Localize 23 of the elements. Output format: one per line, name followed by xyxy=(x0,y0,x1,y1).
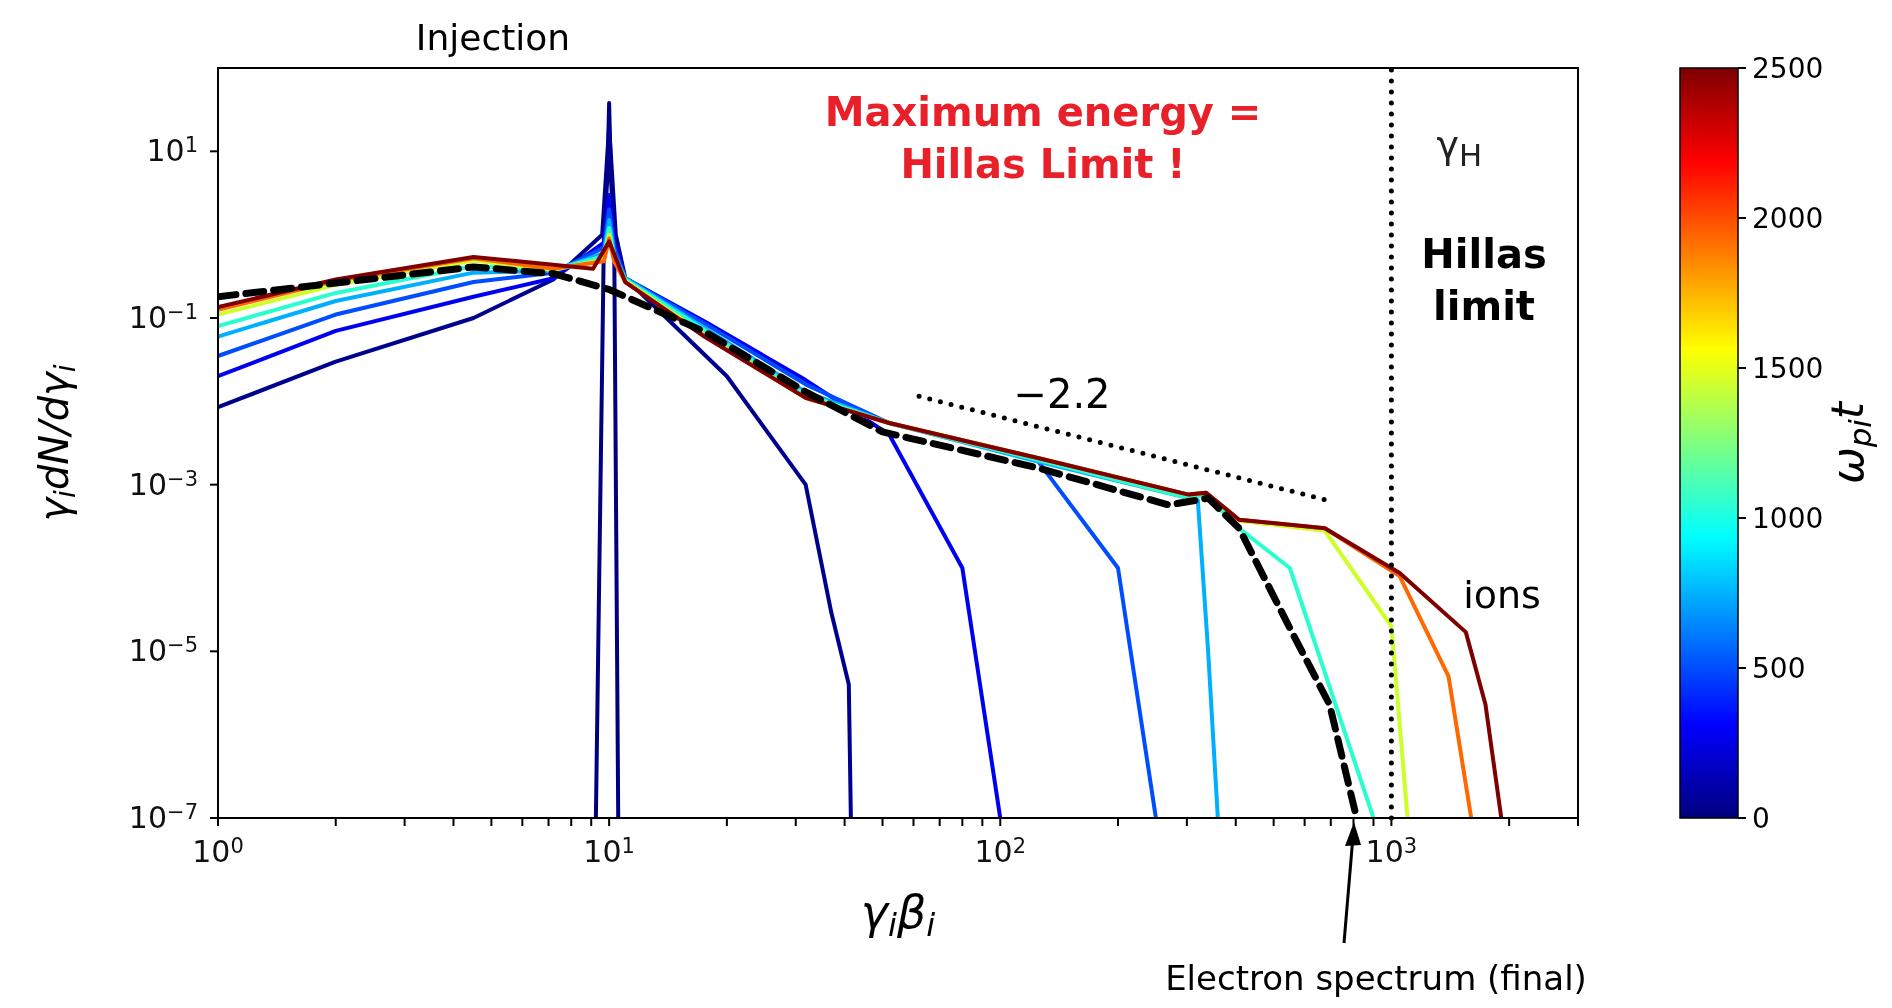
ref-line-label: γ$_{H}$ xyxy=(1436,123,1483,173)
y-tick-label: 10$^{−5}$ xyxy=(128,632,198,669)
color-bar-label: 1500 xyxy=(1752,352,1824,385)
x-axis-title: γ$_{i}$β$_{i}$ xyxy=(860,885,936,944)
x-tick-label: 10$^{1}$ xyxy=(583,833,635,869)
annotation: ions xyxy=(1463,573,1541,617)
annotation: −2.2 xyxy=(1013,371,1111,417)
text: Injection xyxy=(415,17,571,58)
y-tick-label: 10$^{1}$ xyxy=(146,132,198,169)
annotation: Hillas limit xyxy=(1420,230,1548,331)
color-bar-label: 1000 xyxy=(1752,502,1824,535)
color-bar-label: 2000 xyxy=(1752,202,1824,235)
color-bar-label: 0 xyxy=(1752,802,1770,835)
annotation: Maximum energy = Hillas Limit ! xyxy=(823,88,1263,189)
x-tick-label: 10$^{0}$ xyxy=(192,833,244,869)
x-tick-label: 10$^{2}$ xyxy=(974,833,1027,869)
y-tick-label: 10$^{−7}$ xyxy=(128,799,198,835)
y-tick-label: 10$^{−1}$ xyxy=(128,299,198,335)
y-tick-label: 10$^{−3}$ xyxy=(128,466,198,502)
text: Electron spectrum (final) xyxy=(1165,958,1587,998)
color-bar-label: 2500 xyxy=(1752,52,1824,85)
x-tick-label: 10$^{3}$ xyxy=(1365,833,1418,869)
color-bar-label: 500 xyxy=(1752,652,1806,685)
